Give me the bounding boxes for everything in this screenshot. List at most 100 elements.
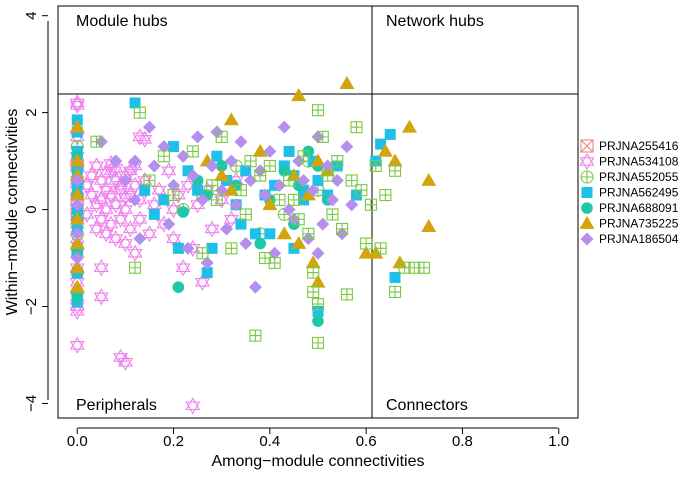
data-point [215, 130, 228, 143]
data-point [69, 336, 85, 354]
data-point [206, 242, 218, 254]
y-tick-label: 4 [23, 12, 40, 20]
data-point [206, 179, 219, 192]
data-point [311, 246, 325, 260]
data-point [316, 130, 329, 143]
data-point [340, 288, 353, 301]
data-point [249, 228, 261, 240]
data-point [297, 173, 311, 187]
data-point [148, 208, 160, 220]
data-point [331, 155, 344, 168]
data-point [211, 150, 223, 162]
data-point [311, 104, 325, 117]
data-point [127, 244, 143, 262]
data-point [350, 121, 363, 134]
data-point [210, 125, 224, 139]
data-point [283, 145, 295, 157]
data-point [379, 188, 392, 202]
data-point [69, 236, 85, 249]
y-tick-label: 0 [23, 205, 40, 213]
data-point [204, 220, 220, 238]
data-point [151, 181, 167, 199]
data-point [325, 193, 339, 207]
data-point [215, 160, 228, 172]
data-point [384, 128, 396, 140]
data-point [268, 246, 282, 260]
data-point [355, 184, 368, 197]
data-point [364, 198, 378, 211]
legend-marker [581, 187, 593, 198]
data-point [234, 184, 248, 197]
data-point [70, 173, 84, 187]
data-point [170, 186, 186, 204]
data-point [93, 288, 109, 306]
data-point [369, 159, 382, 173]
data-point [307, 266, 320, 279]
data-point [175, 259, 191, 277]
data-point [263, 159, 276, 173]
data-point [310, 274, 326, 288]
data-point [234, 135, 248, 149]
legend-item: PRJNA552055 [580, 170, 679, 184]
data-point [117, 234, 133, 253]
data-point [166, 230, 182, 248]
data-point [176, 149, 190, 163]
data-point [196, 247, 209, 260]
data-point [421, 172, 437, 186]
data-point [277, 120, 291, 134]
data-point [69, 260, 85, 274]
data-point [172, 242, 184, 254]
data-point [166, 200, 182, 219]
data-point [292, 213, 305, 226]
legend-item: PRJNA186504 [580, 232, 679, 246]
data-point [172, 281, 185, 293]
data-point [229, 198, 243, 212]
data-point [287, 193, 300, 206]
data-point [117, 188, 133, 207]
data-point [225, 242, 238, 255]
data-point [69, 187, 85, 201]
data-point [192, 184, 204, 196]
data-point [89, 157, 104, 175]
data-point [345, 198, 359, 212]
data-point [262, 197, 278, 211]
data-point [71, 291, 84, 303]
data-point [360, 237, 373, 250]
data-point [239, 237, 253, 251]
data-point [291, 88, 307, 102]
data-point [200, 256, 214, 270]
data-point [300, 187, 316, 201]
data-point [345, 174, 358, 187]
x-tick-label: 0.6 [356, 433, 377, 450]
data-point [389, 271, 401, 283]
data-point [240, 165, 252, 177]
legend-marker [579, 216, 595, 229]
data-point [186, 169, 200, 183]
data-point [223, 210, 239, 228]
data-point [142, 120, 156, 134]
data-point [214, 168, 230, 182]
data-point [297, 150, 310, 163]
data-point [306, 183, 320, 197]
data-point [215, 183, 229, 197]
data-point [330, 173, 344, 187]
legend-marker [580, 170, 594, 184]
data-point [117, 353, 133, 371]
data-point [90, 135, 103, 148]
data-point [339, 76, 355, 89]
data-point [69, 211, 85, 225]
y-tick-label: −2 [23, 298, 40, 315]
plot-frame [57, 5, 579, 419]
x-tick-label: 0.8 [452, 433, 473, 450]
x-ticks: 0.0 0.2 0.4 0.6 0.8 1.0 [67, 428, 569, 450]
data-point [93, 259, 109, 277]
data-point [70, 227, 84, 241]
data-point [180, 176, 196, 194]
legend-label: PRJNA186504 [599, 232, 679, 246]
data-point [358, 245, 374, 259]
data-point [244, 155, 257, 168]
data-point [185, 397, 201, 415]
data-point [312, 315, 324, 327]
data-point [158, 194, 170, 206]
